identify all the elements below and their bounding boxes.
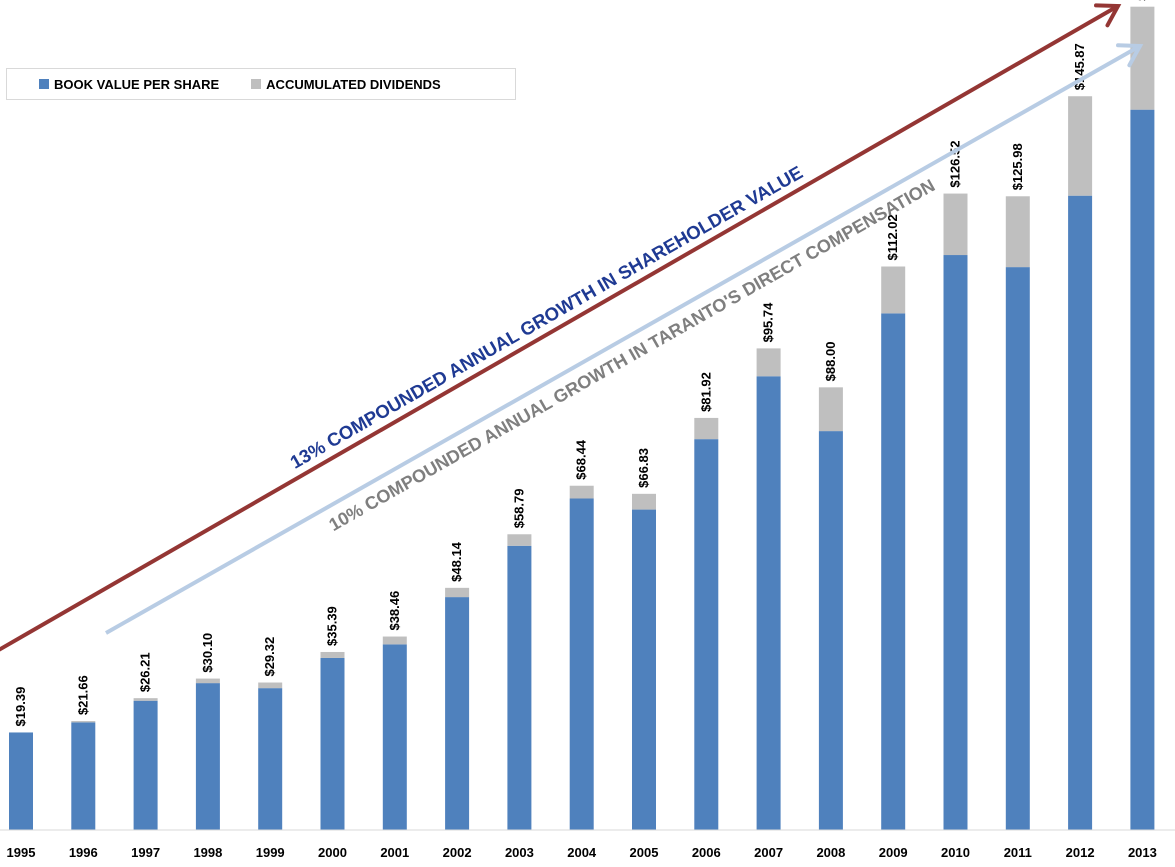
bar-book-value-1995 (9, 732, 33, 830)
bar-dividends-2008 (818, 387, 843, 432)
bar-book-value-2003 (507, 545, 532, 830)
data-label-2011: $125.98 (1010, 143, 1025, 190)
bar-book-value-2007 (756, 376, 781, 830)
data-label-2009: $112.02 (885, 214, 900, 260)
bar-dividends-2006 (694, 417, 719, 440)
legend-swatch-book-value (39, 79, 49, 89)
x-tick-label-2011: 2011 (1004, 845, 1032, 860)
legend-swatch-dividends (251, 79, 262, 89)
legend-item-dividends: ACCUMULATED DIVIDENDS (251, 77, 441, 92)
x-tick-label-2008: 2008 (816, 845, 845, 860)
bar-book-value-1999 (258, 688, 283, 830)
bar-dividends-1996 (71, 721, 96, 723)
bar-book-value-2006 (694, 439, 719, 830)
bar-book-value-2001 (382, 644, 407, 830)
x-tick-label-2009: 2009 (879, 845, 908, 860)
data-label-1997: $26.21 (138, 652, 153, 692)
bar-dividends-2003 (507, 534, 532, 546)
bar-dividends-2007 (756, 348, 781, 377)
bars-group (9, 6, 1155, 831)
bar-dividends-2004 (569, 485, 594, 499)
x-tick-label-1995: 1995 (7, 845, 36, 860)
data-label-2000: $35.39 (325, 606, 340, 646)
data-labels: $19.39 $21.66 $26.21 $30.10 $29.32 $35.39 $38.… (13, 0, 1149, 726)
bar-dividends-2000 (320, 651, 345, 658)
legend-label-book-value: BOOK VALUE PER SHARE (54, 76, 220, 92)
bar-dividends-1997 (133, 698, 158, 701)
bar-dividends-2010 (943, 193, 968, 256)
growth-arrowhead-1 (1094, 3, 1122, 28)
bar-book-value-2008 (818, 431, 843, 830)
data-label-2003: $58.79 (511, 489, 526, 529)
bar-book-value-2004 (569, 498, 594, 830)
legend: BOOK VALUE PER SHARE ACCUMULATED DIVIDEN… (6, 68, 516, 100)
x-tick-label-2002: 2002 (443, 845, 472, 860)
bar-dividends-2012 (1068, 96, 1093, 196)
bar-book-value-2011 (1005, 267, 1030, 830)
x-tick-label-1998: 1998 (193, 845, 222, 860)
bar-dividends-1999 (258, 682, 283, 689)
x-tick-label-2003: 2003 (505, 845, 534, 860)
bar-book-value-2012 (1068, 195, 1093, 831)
growth-arrowhead-2 (1116, 43, 1144, 68)
legend-label-dividends: ACCUMULATED DIVIDENDS (266, 76, 441, 92)
x-tick-label-1997: 1997 (131, 845, 160, 860)
growth-annotation-2: 10% COMPOUNDED ANNUAL GROWTH IN TARANTO'… (325, 175, 938, 535)
x-tick-label-2012: 2012 (1066, 845, 1095, 860)
x-tick-label-2010: 2010 (941, 845, 970, 860)
bar-book-value-2000 (320, 657, 345, 830)
data-label-1998: $30.10 (200, 633, 215, 673)
data-label-1996: $21.66 (75, 675, 90, 715)
x-tick-label-1999: 1999 (256, 845, 285, 860)
growth-arrow-1 (0, 4, 1119, 652)
legend-item-book-value: BOOK VALUE PER SHARE (39, 77, 219, 92)
bar-dividends-2011 (1005, 196, 1030, 268)
x-tick-label-2013: 2013 (1128, 845, 1157, 860)
bar-dividends-2005 (632, 493, 656, 510)
bar-book-value-2005 (632, 509, 656, 830)
bar-book-value-1998 (195, 683, 220, 830)
data-label-2013: $163.67 (1134, 0, 1149, 1)
bar-book-value-2013 (1130, 109, 1155, 831)
data-label-2002: $48.14 (449, 541, 464, 582)
x-tick-label-2004: 2004 (567, 845, 597, 860)
data-label-2005: $66.83 (636, 448, 651, 488)
bar-dividends-2001 (382, 636, 407, 645)
bar-dividends-2009 (881, 266, 906, 314)
bar-dividends-2002 (445, 587, 470, 598)
data-label-2006: $81.92 (698, 372, 713, 412)
bar-book-value-1996 (71, 722, 96, 830)
bar-book-value-1997 (133, 700, 158, 830)
x-tick-label-2001: 2001 (380, 845, 409, 860)
growth-arrow-2 (105, 44, 1141, 635)
bar-dividends-1998 (195, 678, 220, 684)
bar-book-value-2010 (943, 255, 968, 830)
x-tick-label-2006: 2006 (692, 845, 721, 860)
data-label-2004: $68.44 (574, 439, 589, 480)
bar-book-value-2009 (881, 313, 906, 830)
data-label-1995: $19.39 (13, 687, 28, 727)
x-tick-label-1996: 1996 (69, 845, 98, 860)
bar-book-value-2002 (445, 597, 470, 830)
data-label-2007: $95.74 (761, 302, 776, 343)
data-label-2008: $88.00 (823, 342, 838, 382)
x-tick-label-2007: 2007 (754, 845, 783, 860)
data-label-2001: $38.46 (387, 591, 402, 631)
x-tick-label-2000: 2000 (318, 845, 347, 860)
data-label-1999: $29.32 (262, 637, 277, 677)
x-tick-labels: 1995 1996 1997 1998 1999 2000 2001 2002 2003 2004… (7, 845, 1157, 860)
x-tick-label-2005: 2005 (630, 845, 659, 860)
growth-annotation-1: 13% COMPOUNDED ANNUAL GROWTH IN SHAREHOL… (286, 161, 806, 472)
